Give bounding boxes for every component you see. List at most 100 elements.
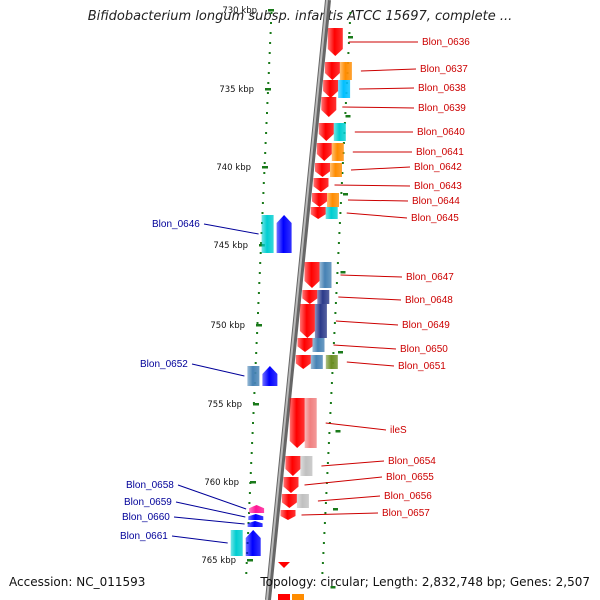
gene-arrow bbox=[262, 366, 278, 386]
gene-arrow bbox=[245, 530, 261, 556]
leader-line bbox=[346, 361, 395, 367]
leader-line bbox=[304, 476, 383, 486]
gene-blon_0639[interactable]: Blon_0639 bbox=[321, 97, 466, 117]
gene-label[interactable]: Blon_0657 bbox=[382, 508, 430, 519]
gene-arrow bbox=[318, 123, 334, 141]
gene-label[interactable]: Blon_0661 bbox=[120, 531, 168, 542]
gene-annotation-box bbox=[261, 215, 274, 253]
gene-label[interactable]: Blon_0639 bbox=[418, 103, 466, 114]
leader-line bbox=[325, 422, 387, 431]
gene-annotation-box bbox=[327, 193, 339, 207]
gene-arrow bbox=[302, 290, 318, 304]
gene-arrow bbox=[289, 398, 305, 448]
kbp-tick-label: 750 kbp bbox=[210, 321, 245, 331]
gene-blon_0660[interactable]: Blon_0660 bbox=[122, 512, 263, 527]
gene-arrow bbox=[281, 494, 297, 508]
gene-label[interactable]: Blon_0638 bbox=[418, 83, 466, 94]
gene-iles[interactable]: ileS bbox=[289, 398, 407, 448]
map-title: Bifidobacterium longum subsp. infantis A… bbox=[87, 9, 513, 24]
gene-blon_0644[interactable]: Blon_0644 bbox=[312, 193, 460, 207]
gene-label[interactable]: Blon_0658 bbox=[126, 480, 174, 491]
gene-label[interactable]: Blon_0650 bbox=[400, 344, 448, 355]
gene-blon_0647[interactable]: Blon_0647 bbox=[304, 262, 455, 288]
gene-annotation-box bbox=[331, 143, 344, 161]
gene-arrow bbox=[312, 193, 327, 207]
gene-blon_0658[interactable]: Blon_0658 bbox=[126, 480, 265, 513]
leader-line bbox=[359, 87, 415, 90]
gene-blon_0652[interactable]: Blon_0652 bbox=[140, 359, 278, 386]
leader-line bbox=[191, 363, 245, 377]
gene-label[interactable]: Blon_0651 bbox=[398, 361, 446, 372]
gene-blon_0646[interactable]: Blon_0646 bbox=[152, 215, 292, 253]
gene-label[interactable]: Blon_0652 bbox=[140, 359, 188, 370]
leader-line bbox=[350, 166, 411, 171]
gene-label[interactable]: Blon_0647 bbox=[406, 272, 454, 283]
gene-blon_0640[interactable]: Blon_0640 bbox=[318, 123, 465, 141]
leader-line bbox=[177, 484, 247, 510]
leader-line bbox=[335, 320, 399, 326]
gene-blon_0638[interactable]: Blon_0638 bbox=[323, 80, 466, 98]
gene-arrow bbox=[316, 143, 332, 161]
gene-label[interactable]: Blon_0659 bbox=[124, 497, 172, 508]
gene-arrow bbox=[295, 355, 311, 369]
gene-label[interactable]: Blon_0643 bbox=[414, 181, 462, 192]
leader-line bbox=[173, 516, 245, 525]
gene-annotation-box bbox=[304, 398, 317, 448]
gene-label[interactable]: Blon_0645 bbox=[411, 213, 459, 224]
gene-arrow bbox=[327, 28, 343, 56]
gene-label[interactable]: Blon_0646 bbox=[152, 219, 200, 230]
gene-blon_0654[interactable]: Blon_0654 bbox=[285, 456, 436, 476]
kbp-tick-label: 730 kbp bbox=[222, 6, 257, 16]
kbp-tick-mark bbox=[253, 403, 259, 406]
gene-arrow bbox=[315, 163, 330, 177]
gene-blon_0655[interactable]: Blon_0655 bbox=[283, 472, 435, 493]
gene-label[interactable]: Blon_0649 bbox=[402, 320, 450, 331]
gene-blon_0659[interactable]: Blon_0659 bbox=[124, 497, 264, 520]
leader-line bbox=[342, 106, 415, 109]
gene-label[interactable]: Blon_0641 bbox=[416, 147, 464, 158]
gene-label[interactable]: Blon_0655 bbox=[386, 472, 434, 483]
gene-label[interactable]: ileS bbox=[390, 425, 407, 436]
gene-label[interactable]: Blon_0640 bbox=[417, 127, 465, 138]
gene-annotation-box bbox=[319, 262, 332, 288]
gene-label[interactable]: Blon_0644 bbox=[412, 196, 460, 207]
gene-annotation-box bbox=[310, 355, 323, 369]
gene-arrow bbox=[324, 62, 340, 80]
gene-blon_0650[interactable]: Blon_0650 bbox=[297, 338, 449, 355]
gene-annotation-box bbox=[338, 80, 351, 98]
kbp-tick-mark bbox=[262, 166, 268, 169]
gene-label[interactable]: Blon_0637 bbox=[420, 64, 468, 75]
kbp-tick-mark bbox=[247, 559, 253, 562]
gene-label[interactable]: Blon_0654 bbox=[388, 456, 436, 467]
gene-blon_0642[interactable]: Blon_0642 bbox=[315, 162, 462, 177]
gene-label[interactable]: Blon_0656 bbox=[384, 491, 432, 502]
gene-label[interactable]: Blon_0648 bbox=[405, 295, 453, 306]
leader-line bbox=[317, 495, 381, 502]
gene-blon_0657[interactable]: Blon_0657 bbox=[280, 508, 431, 520]
gene-blon_0648[interactable]: Blon_0648 bbox=[302, 290, 453, 306]
gene-blon_0649[interactable]: Blon_0649 bbox=[299, 304, 450, 338]
gene-label[interactable]: Blon_0642 bbox=[414, 162, 462, 173]
gene-blon_0651[interactable]: Blon_0651 bbox=[295, 355, 446, 372]
gene-blon_0645[interactable]: Blon_0645 bbox=[310, 207, 460, 224]
gene-annotation-box bbox=[317, 290, 330, 304]
gene-arrow bbox=[313, 178, 329, 192]
gene-blon_0661[interactable]: Blon_0661 bbox=[120, 530, 261, 556]
gene-annotation-box bbox=[330, 163, 342, 177]
gene-annotation-box bbox=[312, 338, 325, 352]
gene-blon_0656[interactable]: Blon_0656 bbox=[281, 491, 432, 508]
gene-blon_0637[interactable]: Blon_0637 bbox=[324, 62, 468, 80]
gene-label[interactable]: Blon_0660 bbox=[122, 512, 170, 523]
gene-blon_0641[interactable]: Blon_0641 bbox=[316, 143, 464, 161]
gene-arrow bbox=[310, 207, 326, 219]
leader-line bbox=[346, 212, 408, 219]
gene-blon_0636[interactable]: Blon_0636 bbox=[327, 28, 470, 56]
gene-annotation-box bbox=[325, 355, 338, 369]
gene-blon_0643[interactable]: Blon_0643 bbox=[313, 178, 463, 192]
kbp-tick-label: 760 kbp bbox=[204, 478, 239, 488]
leader-line bbox=[333, 344, 397, 350]
leader-line bbox=[347, 199, 409, 202]
gene-annotation-box bbox=[230, 530, 243, 556]
gene-label[interactable]: Blon_0636 bbox=[422, 37, 470, 48]
